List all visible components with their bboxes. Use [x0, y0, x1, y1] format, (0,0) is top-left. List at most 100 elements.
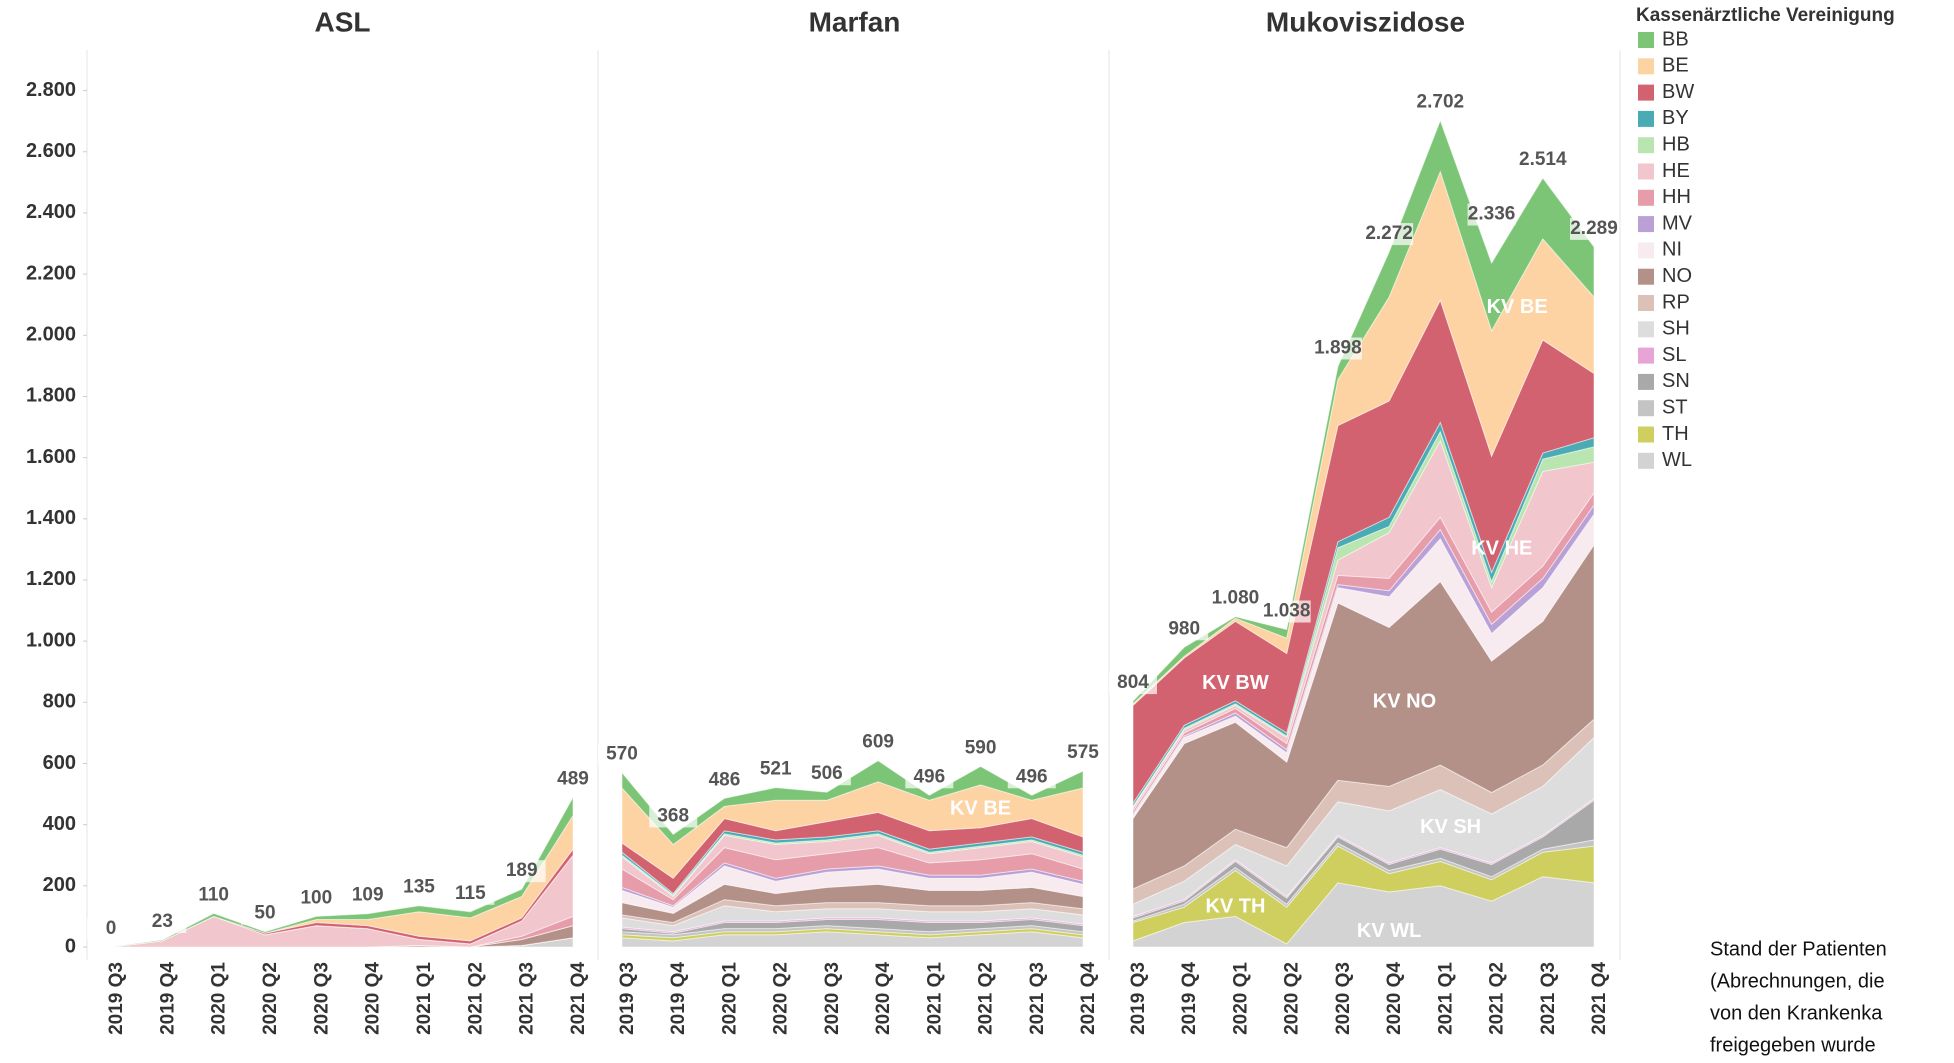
- total-label: 2.289: [1570, 218, 1618, 239]
- x-tick-label: 2019 Q3: [617, 962, 638, 1035]
- total-label-bg: [87, 918, 135, 940]
- total-label-bg: [1365, 223, 1414, 246]
- y-tick-label: 2.800: [26, 79, 76, 101]
- x-tick-label: 2020 Q4: [1384, 962, 1405, 1035]
- total-label-bg: [1416, 91, 1465, 114]
- y-tick-label: 1.400: [26, 507, 76, 529]
- legend-label: HB: [1662, 133, 1690, 155]
- y-tick-label: 400: [43, 813, 76, 835]
- area-label: KV BE: [950, 798, 1011, 820]
- total-label: 1.080: [1212, 588, 1260, 609]
- x-tick-label: 2019 Q3: [106, 962, 127, 1035]
- x-tick-label: 2020 Q2: [771, 962, 792, 1035]
- total-label-bg: [1570, 217, 1618, 240]
- x-tick-label: 2020 Q3: [1333, 962, 1354, 1035]
- legend-label: MV: [1662, 212, 1693, 234]
- legend-swatch: [1638, 242, 1654, 259]
- total-label: 110: [198, 884, 229, 905]
- legend-title: Kassenärztliche Vereinigung: [1636, 5, 1895, 26]
- total-label-bg: [802, 763, 851, 786]
- total-label: 506: [811, 763, 843, 784]
- legend-label: RP: [1662, 291, 1690, 313]
- total-label-bg: [549, 768, 597, 791]
- total-label: 980: [1168, 618, 1200, 639]
- x-tick-label: 2019 Q4: [1179, 962, 1200, 1035]
- legend-swatch: [1638, 189, 1654, 206]
- legend-label: BW: [1662, 81, 1694, 103]
- total-label: 521: [760, 759, 792, 780]
- total-label-bg: [1313, 337, 1362, 360]
- total-label: 496: [913, 766, 945, 787]
- total-label: 609: [862, 732, 894, 753]
- total-label: 2.514: [1519, 149, 1567, 170]
- legend-label: SN: [1662, 370, 1690, 392]
- total-label: 570: [606, 744, 638, 765]
- total-label-bg: [956, 737, 1005, 760]
- total-label-bg: [1007, 766, 1056, 789]
- total-label-bg: [1518, 149, 1567, 172]
- legend-label: BB: [1662, 28, 1689, 50]
- y-tick-label: 1.800: [26, 385, 76, 407]
- y-tick-label: 800: [43, 691, 76, 713]
- legend-label: HE: [1662, 160, 1690, 182]
- total-label: 368: [657, 805, 689, 826]
- legend-swatch: [1638, 84, 1654, 101]
- total-label: 189: [506, 860, 538, 881]
- x-tick-label: 2020 Q3: [311, 962, 332, 1035]
- total-label-bg: [854, 731, 903, 754]
- total-label: 115: [455, 883, 486, 904]
- legend-label: HH: [1662, 186, 1691, 208]
- total-label-bg: [446, 882, 495, 905]
- legend-swatch: [1638, 373, 1654, 390]
- x-tick-label: 2021 Q4: [1078, 962, 1099, 1035]
- x-tick-label: 2020 Q1: [719, 962, 740, 1035]
- x-tick-label: 2021 Q2: [465, 962, 486, 1035]
- total-label-bg: [1262, 600, 1311, 623]
- total-label-bg: [751, 758, 800, 781]
- legend-label: WL: [1662, 449, 1692, 471]
- x-tick-label: 2021 Q3: [517, 962, 538, 1035]
- y-tick-label: 2.600: [26, 140, 76, 162]
- area: [110, 795, 574, 948]
- legend-label: ST: [1662, 396, 1688, 418]
- y-tick-label: 1.200: [26, 568, 76, 590]
- total-label-bg: [598, 743, 646, 766]
- total-label-bg: [1211, 587, 1260, 610]
- x-tick-label: 2019 Q4: [668, 962, 689, 1035]
- x-tick-label: 2021 Q4: [1589, 962, 1610, 1035]
- area: [1132, 119, 1595, 705]
- total-label: 0: [106, 918, 117, 939]
- x-tick-label: 2019 Q3: [1128, 962, 1149, 1035]
- legend-label: SL: [1662, 344, 1686, 366]
- total-label: 1.898: [1314, 337, 1362, 358]
- total-label: 575: [1067, 742, 1099, 763]
- x-tick-label: 2021 Q1: [924, 962, 945, 1035]
- total-label: 109: [352, 885, 384, 906]
- y-tick-label: 1.000: [26, 629, 76, 651]
- total-label-bg: [1059, 742, 1107, 765]
- legend-swatch: [1638, 295, 1654, 311]
- legend-label: BE: [1662, 55, 1689, 77]
- area: [621, 760, 1084, 846]
- total-label-bg: [1160, 618, 1209, 641]
- legend-swatch: [1638, 137, 1654, 154]
- legend-label: TH: [1662, 423, 1689, 445]
- x-tick-label: 2021 Q3: [1538, 962, 1559, 1035]
- legend-swatch: [1638, 321, 1654, 338]
- total-label: 1.038: [1263, 601, 1311, 622]
- note-line: Stand der Patienten: [1710, 938, 1887, 960]
- legend-swatch: [1638, 110, 1654, 127]
- total-label-bg: [138, 910, 187, 933]
- total-label-bg: [241, 902, 289, 925]
- total-label-bg: [1467, 203, 1516, 226]
- total-label: 2.272: [1365, 223, 1413, 244]
- legend-label: SH: [1662, 318, 1690, 340]
- total-label: 804: [1117, 672, 1149, 693]
- y-tick-label: 2.000: [26, 324, 76, 346]
- total-label: 486: [709, 769, 741, 790]
- x-tick-label: 2020 Q2: [1282, 962, 1303, 1035]
- note-line: freigegeben wurde: [1710, 1034, 1876, 1056]
- note-line: von den Krankenka: [1710, 1002, 1883, 1024]
- x-tick-label: 2020 Q1: [1230, 962, 1251, 1035]
